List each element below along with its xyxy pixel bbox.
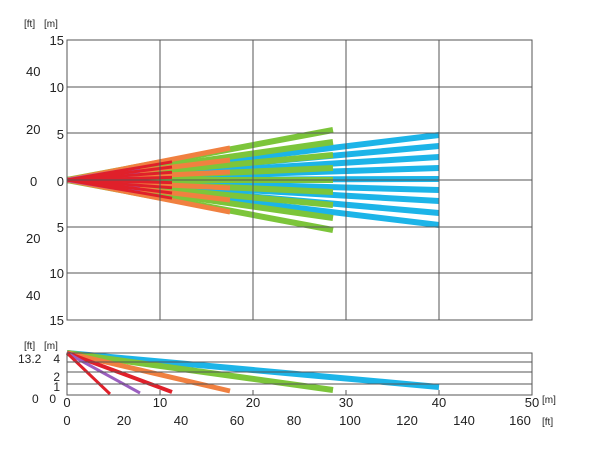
top-ytick-m: 15 — [50, 313, 64, 328]
side-ytick-ft-top: 13.2 — [18, 352, 42, 366]
x-unit-m: [m] — [542, 395, 556, 406]
top-ytick-m: 15 — [50, 33, 64, 48]
top-ytick-m: 5 — [57, 127, 64, 142]
side-ytick-m: 4 — [53, 352, 60, 366]
side-ytick-ft-bottom: 0 — [32, 392, 39, 406]
xtick-ft: 20 — [117, 413, 131, 428]
xtick-ft: 160 — [509, 413, 531, 428]
side-view-beams — [65, 350, 440, 396]
xtick-m: 30 — [339, 395, 353, 410]
top-ytick-m: 10 — [50, 266, 64, 281]
xtick-ft: 80 — [287, 413, 301, 428]
top-ytick-ft: 0 — [30, 174, 37, 189]
top-ytick-ft: 20 — [26, 231, 40, 246]
side-ytick-m: 1 — [53, 380, 60, 394]
red-short-side-beam — [65, 351, 112, 396]
xtick-ft: 100 — [339, 413, 361, 428]
side-unit-m: [m] — [44, 341, 58, 352]
xtick-m: 0 — [63, 395, 70, 410]
top-view-grid — [66, 39, 533, 321]
x-axis: 0 10 20 30 40 50 [m] 0 20 40 60 80 100 1… — [63, 395, 556, 428]
xtick-ft: 140 — [453, 413, 475, 428]
xtick-ft: 60 — [230, 413, 244, 428]
side-view-frame — [66, 352, 533, 396]
top-ytick-ft: 20 — [26, 122, 40, 137]
top-unit-ft: [ft] — [24, 19, 35, 30]
side-ytick-m: 0 — [49, 392, 56, 406]
xtick-m: 50 — [525, 395, 539, 410]
xtick-m: 40 — [432, 395, 446, 410]
xtick-ft: 0 — [63, 413, 70, 428]
top-ytick-ft: 40 — [26, 288, 40, 303]
purple-side-beam — [66, 351, 141, 395]
top-ytick-m: 0 — [57, 174, 64, 189]
side-view-grid — [66, 352, 533, 396]
top-ytick-ft: 40 — [26, 64, 40, 79]
top-unit-m: [m] — [44, 19, 58, 30]
top-ytick-m: 5 — [57, 220, 64, 235]
xtick-ft: 40 — [174, 413, 188, 428]
side-view: [ft] [m] 13.2 4 2 1 0 0 — [18, 341, 533, 406]
top-ytick-m: 10 — [50, 80, 64, 95]
xtick-m: 20 — [246, 395, 260, 410]
side-unit-ft: [ft] — [24, 341, 35, 352]
x-unit-ft: [ft] — [542, 417, 553, 428]
xtick-m: 10 — [153, 395, 167, 410]
xtick-ft: 120 — [396, 413, 418, 428]
top-view: [ft] [m] 15 10 5 0 5 10 15 40 20 0 20 40 — [24, 19, 533, 328]
side-ytick-m: 2 — [53, 370, 60, 384]
